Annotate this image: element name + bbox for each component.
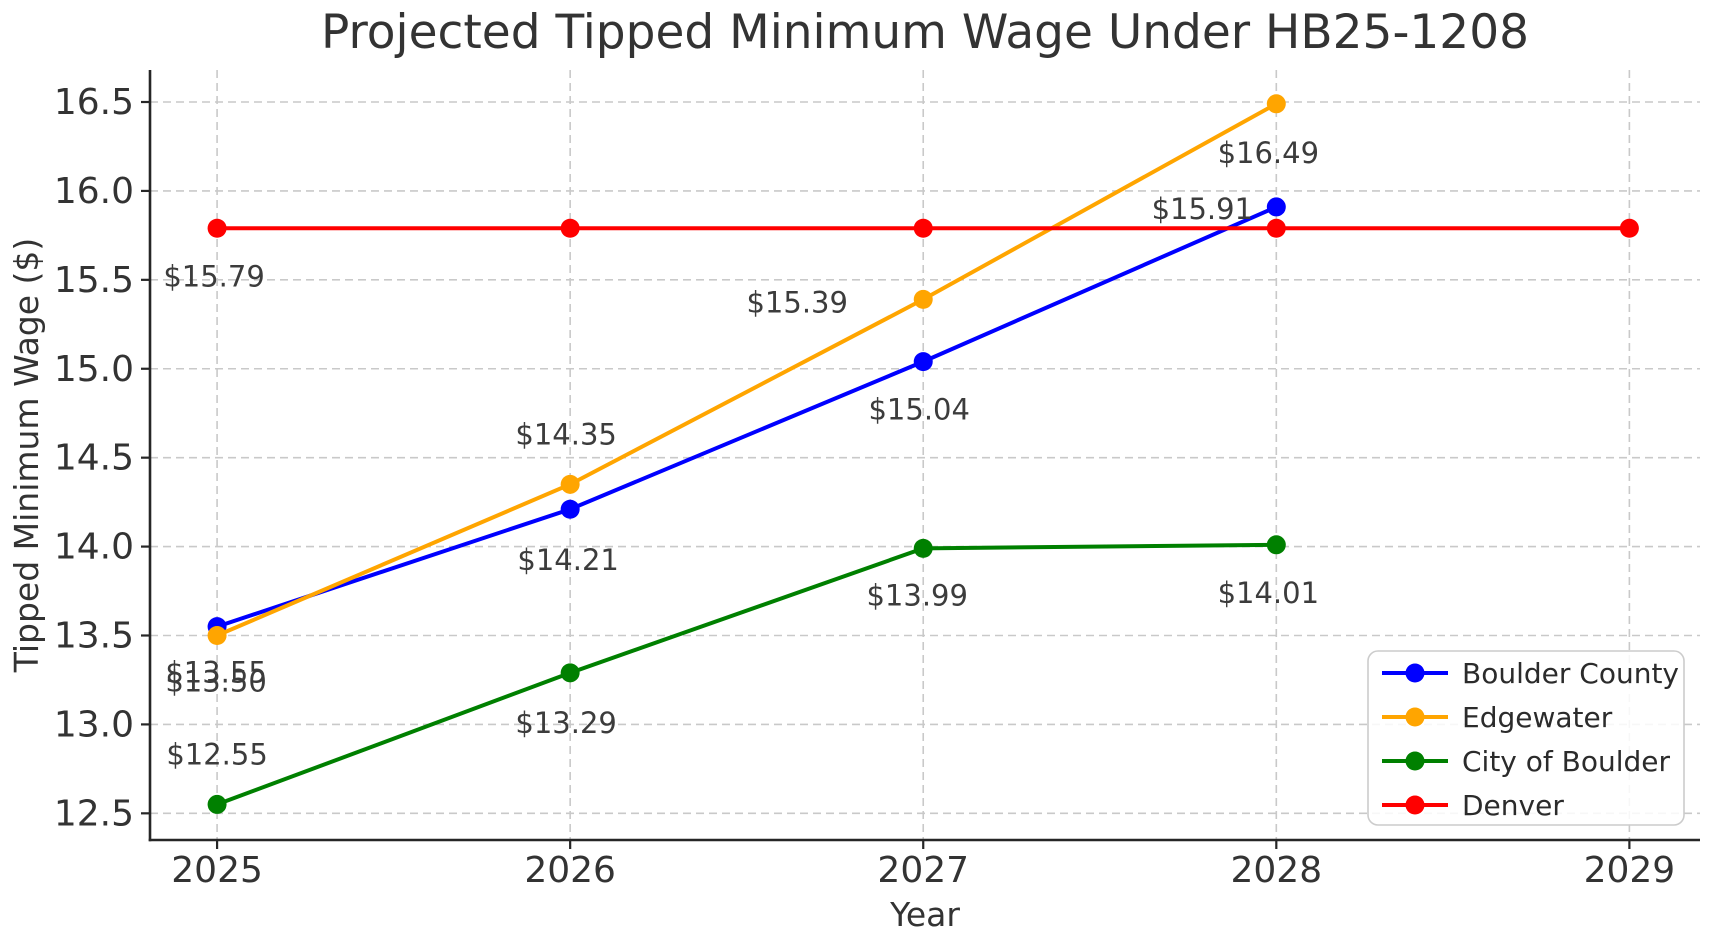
point-edgewater-2026	[560, 474, 580, 494]
axis-tick-labels: 2025 2026 2027 2028 2029 12.5 13.0 13.5 14.0 14.5…	[54, 82, 1675, 891]
point-edgewater-2027	[913, 289, 933, 309]
x-tick-label: 2026	[524, 850, 616, 891]
legend-marker	[1405, 663, 1425, 683]
annotation--15-91: $15.91	[1152, 192, 1253, 226]
point-edgewater-2028	[1266, 94, 1286, 114]
point-boulder-county-2028	[1266, 197, 1286, 217]
annotation--13-99: $13.99	[866, 578, 967, 612]
y-tick-label: 12.5	[54, 793, 134, 834]
legend-label: Denver	[1462, 789, 1564, 822]
legend-label: Edgewater	[1462, 701, 1613, 734]
annotation--13-29: $13.29	[515, 706, 616, 740]
annotation--15-04: $15.04	[868, 393, 969, 427]
point-city-of-boulder-2025	[207, 794, 227, 814]
legend-item-denver: Denver	[1382, 789, 1564, 822]
series-line	[215, 101, 1279, 638]
legend-box	[1367, 650, 1685, 826]
y-tick-label: 13.5	[54, 615, 134, 656]
annotation--14-21: $14.21	[517, 543, 618, 577]
point-denver-2027	[913, 218, 933, 238]
legend-item-edgewater: Edgewater	[1382, 701, 1613, 734]
y-tick-label: 14.5	[54, 438, 134, 479]
legend-item-boulder-county: Boulder County	[1382, 657, 1679, 690]
point-edgewater-2025	[207, 625, 227, 645]
annotations: $15.79 $13.55$13.50 $12.55 $14.35 $14.21 $13.…	[163, 136, 1319, 772]
annotation--12-55: $12.55	[166, 737, 267, 771]
point-denver-2028	[1266, 218, 1286, 238]
annotation--14-01: $14.01	[1218, 576, 1319, 610]
legend-marker	[1405, 707, 1425, 727]
series-line	[215, 542, 1279, 807]
series-edgewater	[207, 94, 1286, 645]
y-axis-label: Tipped Minimum Wage ($)	[7, 238, 46, 674]
point-boulder-county-2027	[913, 352, 933, 372]
legend-marker	[1405, 795, 1425, 815]
annotation--13-50: $13.50	[165, 664, 266, 698]
legend-label: Boulder County	[1462, 657, 1679, 690]
y-tick-label: 15.5	[54, 260, 134, 301]
x-tick-label: 2027	[877, 850, 969, 891]
y-tick-label: 14.0	[54, 527, 134, 568]
x-axis-label: Year	[889, 895, 960, 934]
series-city-of-boulder	[207, 535, 1286, 814]
y-tick-label: 16.5	[54, 82, 134, 123]
series-denver	[207, 218, 1639, 238]
point-denver-2025	[207, 218, 227, 238]
point-denver-2029	[1619, 218, 1639, 238]
legend-label: City of Boulder	[1462, 745, 1671, 778]
annotation--13-55: $13.55	[165, 656, 266, 690]
x-tick-label: 2029	[1584, 850, 1676, 891]
series-line	[215, 204, 1279, 629]
legend-item-city-of-boulder: City of Boulder	[1382, 745, 1671, 778]
annotation--16-49: $16.49	[1218, 136, 1319, 170]
x-tick-label: 2025	[171, 850, 263, 891]
legend-marker	[1405, 751, 1425, 771]
y-tick-label: 16.0	[54, 171, 134, 212]
chart-title: Projected Tipped Minimum Wage Under HB25…	[321, 5, 1529, 60]
y-tick-label: 13.0	[54, 704, 134, 745]
annotation--15-39: $15.39	[746, 285, 847, 319]
axis-ticks	[141, 100, 1631, 849]
annotation--14-35: $14.35	[515, 417, 616, 451]
annotation--15-79: $15.79	[163, 259, 264, 293]
x-tick-label: 2028	[1230, 850, 1322, 891]
point-boulder-county-2026	[560, 499, 580, 519]
point-denver-2026	[560, 218, 580, 238]
point-city-of-boulder-2028	[1266, 535, 1286, 555]
point-city-of-boulder-2026	[560, 663, 580, 683]
point-city-of-boulder-2027	[913, 538, 933, 558]
series-boulder-county	[207, 197, 1286, 637]
chart-spines	[148, 70, 1700, 842]
legend: Boulder County Edgewater City of Boulder De…	[1367, 650, 1685, 826]
y-tick-label: 15.0	[54, 349, 134, 390]
